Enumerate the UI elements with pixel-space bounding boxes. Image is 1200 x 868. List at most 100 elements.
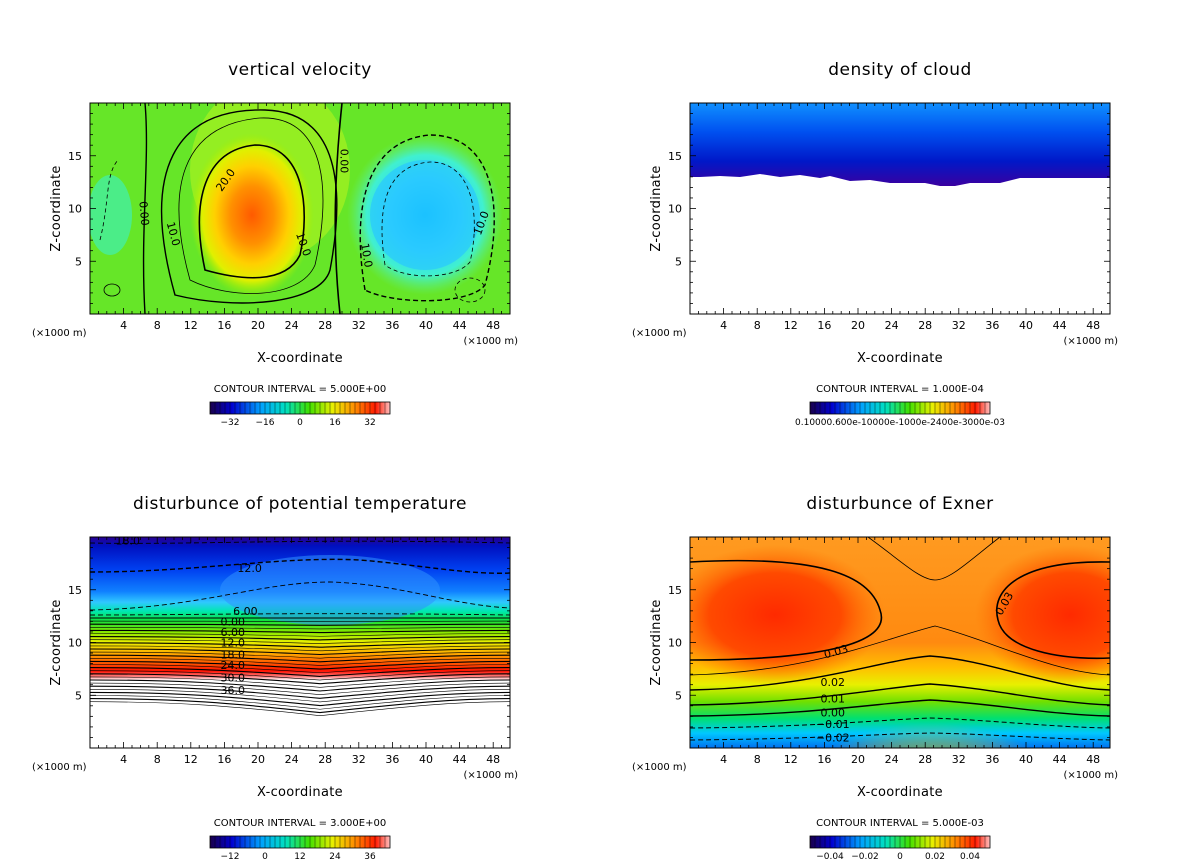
- contour-label: 30.0: [221, 672, 246, 685]
- contour-label: −0.01: [816, 718, 850, 731]
- x-tick-label: 16: [217, 319, 231, 332]
- x-unit-label-right: (×1000 m): [463, 770, 518, 781]
- x-tick-label: 24: [885, 753, 899, 766]
- velocity-field: [90, 103, 510, 314]
- x-tick-label: 8: [154, 753, 161, 766]
- x-tick-label: 28: [918, 319, 932, 332]
- contour-label: 18.0: [116, 534, 141, 547]
- contour-interval-label: CONTOUR INTERVAL = 3.000E+00: [214, 818, 386, 829]
- y-axis-label: Z-coordinate: [49, 165, 64, 251]
- y-tick-label: 10: [68, 203, 82, 216]
- x-tick-label: 4: [120, 753, 127, 766]
- x-tick-label: 4: [720, 319, 727, 332]
- chart-title: vertical velocity: [228, 60, 372, 80]
- x-tick-label: 36: [985, 753, 999, 766]
- x-tick-label: 36: [985, 319, 999, 332]
- x-tick-label: 12: [784, 319, 798, 332]
- contour-label: 24.0: [221, 659, 246, 672]
- y-tick-label: 15: [68, 584, 82, 597]
- x-tick-label: 20: [851, 753, 865, 766]
- x-tick-label: 28: [318, 753, 332, 766]
- colorbar-tick-label: 32: [364, 418, 375, 428]
- x-tick-label: 8: [754, 753, 761, 766]
- theta-field: [90, 537, 510, 748]
- contour-label: 12.0: [221, 637, 246, 650]
- y-axis-label: Z-coordinate: [649, 599, 664, 685]
- contour-label: 0.03: [823, 642, 850, 661]
- x-tick-label: 8: [154, 319, 161, 332]
- colorbar-tick-label: −12: [221, 852, 240, 862]
- x-tick-label: 44: [1053, 319, 1067, 332]
- x-tick-label: 12: [184, 753, 198, 766]
- colorbar-tick-label: −32: [221, 418, 240, 428]
- x-tick-label: 40: [419, 753, 433, 766]
- colorbar-tick-label: −16: [256, 418, 275, 428]
- colorbar-tick-label: 0: [897, 852, 903, 862]
- x-axis-label: X-coordinate: [257, 351, 343, 366]
- x-unit-label-left: (×1000 m): [632, 762, 687, 773]
- contour-label: 6.00: [233, 605, 258, 618]
- x-tick-label: 24: [285, 753, 299, 766]
- colorbar-tick-label: 16: [329, 418, 341, 428]
- x-tick-label: 40: [419, 319, 433, 332]
- contour-label: 6.00: [221, 626, 246, 639]
- x-unit-label-left: (×1000 m): [632, 328, 687, 339]
- x-axis-label: X-coordinate: [857, 785, 943, 800]
- colorbar-tick-label: 12: [294, 852, 305, 862]
- x-tick-label: 48: [1086, 753, 1100, 766]
- x-tick-label: 28: [918, 753, 932, 766]
- y-tick-label: 15: [668, 584, 682, 597]
- potential-temperature-panel: disturbunce of potential temperature 18.…: [32, 494, 518, 862]
- x-tick-label: 24: [285, 319, 299, 332]
- colorbar-tick-label: 0.10000.600e-10000e-1000e-2400e-3000e-03: [795, 418, 1005, 428]
- x-tick-label: 48: [1086, 319, 1100, 332]
- y-tick-label: 5: [75, 255, 82, 268]
- chart-title: disturbunce of potential temperature: [133, 494, 467, 514]
- contour-label: 36.0: [221, 684, 246, 697]
- x-tick-label: 28: [318, 319, 332, 332]
- contour-interval-label: CONTOUR INTERVAL = 5.000E+00: [214, 384, 386, 395]
- x-tick-label: 32: [952, 753, 966, 766]
- exner-panel: disturbunce of Exner 0.030.030.020.010.0…: [632, 494, 1118, 862]
- x-tick-label: 16: [217, 753, 231, 766]
- x-tick-label: 40: [1019, 753, 1033, 766]
- vertical-velocity-panel: vertical velocity 20.010.00.0010.00.0010…: [32, 60, 518, 428]
- contour-label: −0.02: [816, 732, 850, 745]
- colorbar-tick-label: 0: [297, 418, 303, 428]
- x-unit-label-right: (×1000 m): [1063, 770, 1118, 781]
- contour-label: 0.01: [821, 693, 846, 706]
- x-unit-label-right: (×1000 m): [463, 336, 518, 347]
- x-axis-label: X-coordinate: [857, 351, 943, 366]
- x-unit-label-left: (×1000 m): [32, 328, 87, 339]
- x-tick-label: 36: [385, 753, 399, 766]
- x-tick-label: 24: [885, 319, 899, 332]
- contour-label: 0.02: [821, 676, 846, 689]
- y-tick-label: 5: [75, 689, 82, 702]
- x-axis-label: X-coordinate: [257, 785, 343, 800]
- x-tick-label: 32: [352, 753, 366, 766]
- contour-interval-label: CONTOUR INTERVAL = 1.000E-04: [816, 384, 984, 395]
- contour-label: 0.00: [221, 616, 246, 629]
- x-tick-label: 12: [784, 753, 798, 766]
- x-tick-label: 48: [486, 753, 500, 766]
- x-tick-label: 16: [817, 319, 831, 332]
- contour-interval-label: CONTOUR INTERVAL = 5.000E-03: [816, 818, 984, 829]
- x-tick-label: 8: [754, 319, 761, 332]
- contour-label: 0.00: [136, 201, 151, 227]
- contour-label: 12.0: [237, 562, 262, 575]
- y-tick-label: 15: [668, 150, 682, 163]
- contour-label: 18.0: [221, 648, 246, 661]
- y-tick-label: 10: [68, 637, 82, 650]
- contour-label: 0.00: [821, 706, 846, 719]
- y-tick-label: 5: [675, 689, 682, 702]
- contour-label: 10.0: [164, 220, 183, 247]
- x-unit-label-left: (×1000 m): [32, 762, 87, 773]
- x-tick-label: 20: [251, 753, 265, 766]
- y-tick-label: 5: [675, 255, 682, 268]
- y-tick-label: 15: [68, 150, 82, 163]
- x-tick-label: 44: [1053, 753, 1067, 766]
- x-tick-label: 20: [251, 319, 265, 332]
- x-tick-label: 4: [120, 319, 127, 332]
- colorbar-tick-label: 0: [262, 852, 268, 862]
